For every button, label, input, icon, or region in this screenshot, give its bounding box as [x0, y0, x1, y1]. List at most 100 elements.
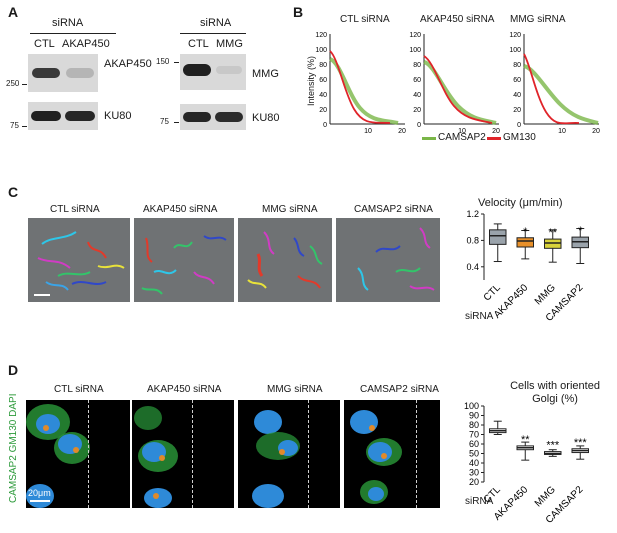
category-label: MMG — [533, 282, 558, 307]
golgi-title: Cells with oriented Golgi (%) — [510, 380, 600, 405]
c-title-ctl: CTL siRNA — [50, 204, 100, 215]
ytick: 100 — [315, 47, 327, 54]
ytick: 80 — [319, 62, 327, 69]
xtick: 20 — [592, 128, 600, 135]
blot1-mw-250: 250 — [6, 79, 20, 88]
golgi-boxplot: 2030405060708090100CTL**AKAP450***MMG***… — [464, 402, 589, 526]
blot2-label-ku80: KU80 — [252, 112, 280, 124]
mw-tick — [174, 122, 179, 123]
wound-edge — [192, 400, 193, 508]
legend-swatch-gm130 — [487, 137, 501, 140]
camsap2-curve — [328, 57, 399, 125]
ytick: 40 — [319, 92, 327, 99]
wound-edge — [416, 400, 417, 508]
profile-plot-ctl: 120 100 80 60 40 20 0 10 20 — [315, 32, 406, 135]
ytick: 120 — [409, 32, 421, 39]
d-title-akap450: AKAP450 siRNA — [147, 384, 222, 395]
blot1-akap450-image — [28, 54, 98, 92]
y-tick-label: 0.8 — [466, 235, 479, 245]
d-side-label-text: CAMSAP2 GM130 DAPI — [8, 393, 19, 503]
panel-label-a: A — [8, 4, 19, 20]
profile-plot-mmg: 120 100 80 60 40 20 0 10 20 — [509, 32, 600, 135]
ytick: 0 — [417, 122, 421, 129]
scale-label: 20μm — [28, 488, 51, 498]
blot2-mw-75: 75 — [160, 117, 169, 126]
ytick: 60 — [319, 77, 327, 84]
y-tick-label: 1.2 — [466, 210, 479, 219]
gm130-curve — [523, 53, 580, 125]
xtick: 20 — [398, 128, 406, 135]
wound-edge — [88, 400, 89, 508]
y-tick-label: 90 — [469, 411, 479, 421]
significance-mark: * — [578, 225, 583, 237]
track-image-akap450 — [134, 218, 234, 302]
scale-bar — [30, 500, 50, 502]
blot1-mw-75: 75 — [10, 121, 19, 130]
ytick: 60 — [513, 77, 521, 84]
panel-label-c: C — [8, 184, 19, 200]
blot-band — [32, 68, 60, 78]
ytick: 80 — [513, 62, 521, 69]
ytick: 100 — [409, 47, 421, 54]
blot1-lane-ctl: CTL — [34, 38, 55, 50]
profile-plot-akap450: 120 100 80 60 40 20 0 10 20 — [409, 32, 500, 135]
wound-edge — [308, 400, 309, 508]
gm130-curve — [423, 55, 493, 124]
gm130-curve — [329, 50, 391, 124]
blot-band — [216, 66, 242, 74]
ytick: 0 — [323, 122, 327, 129]
blot-band — [66, 68, 94, 78]
blot-band — [183, 112, 211, 122]
mw-tick — [174, 62, 179, 63]
ytick: 100 — [509, 47, 521, 54]
d-title-mmg: MMG siRNA — [267, 384, 323, 395]
ytick: 40 — [513, 92, 521, 99]
blot2-mw-150: 150 — [156, 57, 170, 66]
blot2-header: siRNA — [200, 17, 232, 29]
blot-band — [215, 112, 243, 122]
legend-swatch-camsap2 — [422, 137, 436, 140]
y-tick-label: 30 — [469, 468, 479, 478]
golgi-image-camsap2 — [344, 400, 440, 508]
blot1-ku80-image — [28, 102, 98, 130]
y-tick-label: 100 — [464, 402, 479, 411]
b-title-akap450: AKAP450 siRNA — [420, 14, 495, 25]
ytick: 20 — [319, 107, 327, 114]
blot2-mmg-image — [180, 54, 246, 90]
y-tick-label: 70 — [469, 430, 479, 440]
c-sirna-label: siRNA — [465, 311, 494, 322]
category-label: MMG — [533, 484, 558, 509]
mw-tick — [22, 126, 27, 127]
blot2-lane-mmg: MMG — [216, 38, 243, 50]
y-tick-label: 20 — [469, 477, 479, 487]
y-tick-label: 80 — [469, 420, 479, 430]
d-title-ctl: CTL siRNA — [54, 384, 104, 395]
ytick: 80 — [413, 62, 421, 69]
b-title-mmg: MMG siRNA — [510, 14, 566, 25]
c-title-mmg: MMG siRNA — [262, 204, 318, 215]
xtick: 10 — [558, 128, 566, 135]
ytick: 120 — [315, 32, 327, 39]
xtick: 10 — [364, 128, 372, 135]
legend-label-camsap2: CAMSAP2 — [438, 132, 486, 143]
mw-tick — [22, 84, 27, 85]
blot1-divider — [30, 33, 116, 34]
c-title-camsap2: CAMSAP2 siRNA — [354, 204, 433, 215]
blot-band — [65, 111, 95, 121]
track-image-mmg — [238, 218, 332, 302]
golgi-image-akap450 — [132, 400, 234, 508]
golgi-image-ctl: 20μm — [26, 400, 130, 508]
y-tick-label: 60 — [469, 439, 479, 449]
blot2-label-mmg: MMG — [252, 68, 279, 80]
b-title-ctl: CTL siRNA — [340, 14, 390, 25]
xtick: 20 — [492, 128, 500, 135]
blot1-lane-akap450: AKAP450 — [62, 38, 110, 50]
significance-mark: *** — [574, 437, 588, 449]
blot1-label-akap450: AKAP450 — [104, 58, 152, 70]
ytick: 120 — [509, 32, 521, 39]
significance-mark: * — [523, 226, 528, 238]
d-side-label: CAMSAP2 GM130 DAPI — [8, 394, 19, 503]
d-title-camsap2: CAMSAP2 siRNA — [360, 384, 439, 395]
track-image-ctl — [28, 218, 130, 302]
panel-label-d: D — [8, 362, 19, 378]
